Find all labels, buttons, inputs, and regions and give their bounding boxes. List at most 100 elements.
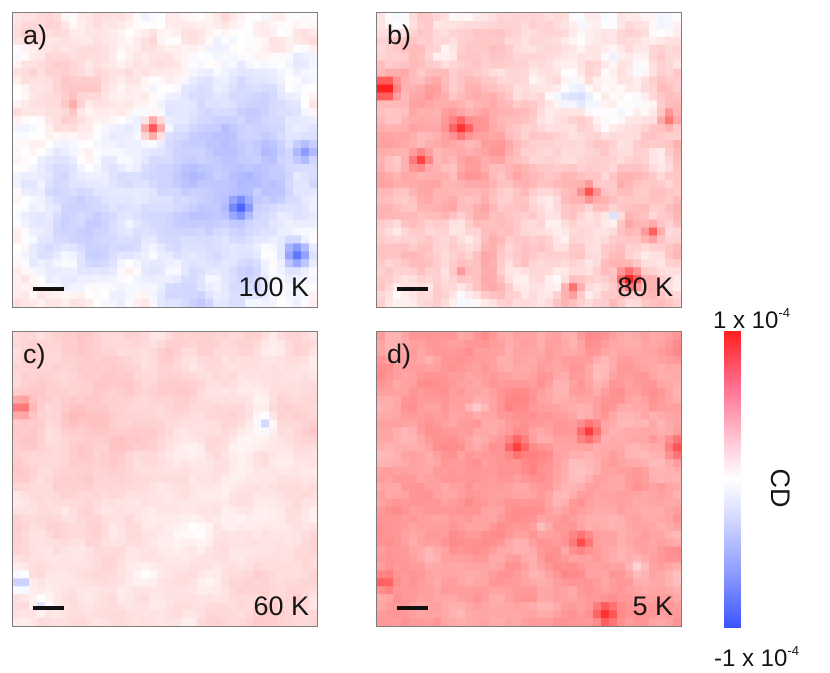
heatmap-cell [393,355,402,365]
heatmap-cell [457,482,466,492]
heatmap-cell [277,187,286,197]
heatmap-cell [433,52,442,62]
heatmap-cell [513,163,522,173]
heatmap-cell [441,451,450,460]
heatmap-cell [441,148,450,157]
heatmap-cell [465,291,474,300]
heatmap-cell [181,435,190,444]
heatmap-cell [189,618,198,626]
heatmap-cell [417,36,426,46]
heatmap-cell [561,140,570,149]
heatmap-cell [189,522,198,532]
heatmap-cell [665,459,674,468]
heatmap-cell [77,475,86,484]
heatmap-cell [481,251,490,260]
heatmap-cell [53,20,62,30]
heatmap-cell [513,267,522,276]
heatmap-cell [449,211,458,221]
heatmap-cell [465,52,474,62]
heatmap-cell [93,243,102,252]
heatmap-cell [269,538,278,548]
heatmap-cell [577,140,586,149]
heatmap-cell [301,387,310,397]
heatmap-cell [601,467,610,476]
heatmap-cell [93,227,102,237]
heatmap-cell [277,570,286,579]
heatmap-cell [37,332,46,341]
heatmap-cell [117,379,126,389]
heatmap-cell [165,179,174,189]
heatmap-cell [245,427,254,436]
heatmap-cell [149,44,158,54]
heatmap-cell [449,219,458,229]
heatmap-cell [393,371,402,381]
heatmap-cell [125,179,134,189]
heatmap-cell [617,283,626,292]
heatmap-cell [277,156,286,165]
heatmap-cell [165,578,174,587]
heatmap-cell [45,124,54,133]
heatmap-cell [505,395,514,405]
heatmap-cell [77,132,86,141]
heatmap-cell [489,171,498,181]
heatmap-cell [229,451,238,460]
heatmap-cell [377,355,386,365]
heatmap-cell [309,163,317,173]
heatmap-cell [29,427,38,436]
heatmap-cell [489,156,498,165]
heatmap-cell [393,92,402,102]
heatmap-cell [165,355,174,365]
heatmap-cell [465,92,474,102]
heatmap-cell [545,459,554,468]
heatmap-cell [449,68,458,78]
heatmap-cell [409,355,418,365]
heatmap-cell [285,498,294,508]
heatmap-cell [205,459,214,468]
heatmap-cell [189,403,198,413]
heatmap-cell [141,203,150,213]
heatmap-cell [673,235,681,245]
heatmap-cell [301,259,310,268]
heatmap-cell [441,171,450,181]
heatmap-cell [149,195,158,205]
heatmap-cell [61,451,70,460]
heatmap-cell [21,530,30,540]
heatmap-cell [425,227,434,237]
heatmap-cell [449,371,458,381]
heatmap-cell [641,20,650,30]
heatmap-cell [489,267,498,276]
heatmap-cell [513,347,522,357]
heatmap-cell [553,116,562,125]
heatmap-cell [245,546,254,556]
heatmap-cell [13,459,22,468]
heatmap-cell [561,124,570,133]
heatmap-cell [181,148,190,157]
heatmap-cell [285,227,294,237]
heatmap-cell [377,363,386,373]
heatmap-cell [441,84,450,94]
heatmap-cell [101,259,110,268]
heatmap-cell [229,332,238,341]
heatmap-cell [521,140,530,149]
heatmap-cell [505,283,514,292]
heatmap-cell [157,371,166,381]
heatmap-cell [309,459,317,468]
heatmap-cell [537,243,546,252]
heatmap-cell [269,371,278,381]
heatmap-cell [553,427,562,436]
heatmap-cell [545,435,554,444]
heatmap-cell [61,76,70,86]
heatmap-cell [165,538,174,548]
heatmap-cell [293,411,302,421]
heatmap-cell [245,28,254,38]
heatmap-cell [173,259,182,268]
heatmap-cell [245,562,254,571]
heatmap-cell [213,506,222,516]
heatmap-cell [61,475,70,484]
heatmap-cell [393,52,402,62]
heatmap-cell [609,148,618,157]
heatmap-cell [513,68,522,78]
heatmap-cell [125,36,134,46]
heatmap-cell [537,116,546,125]
heatmap-cell [449,124,458,133]
